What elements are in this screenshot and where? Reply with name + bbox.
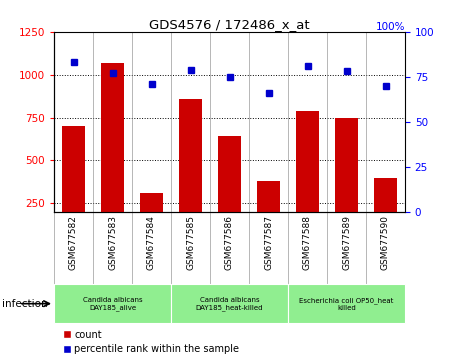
Text: Escherichia coli OP50_heat
killed: Escherichia coli OP50_heat killed	[299, 297, 394, 310]
Text: Candida albicans
DAY185_alive: Candida albicans DAY185_alive	[83, 297, 142, 310]
FancyBboxPatch shape	[171, 284, 288, 324]
Text: 100%: 100%	[375, 22, 405, 32]
Text: Candida albicans
DAY185_heat-killed: Candida albicans DAY185_heat-killed	[196, 297, 263, 310]
Text: GSM677590: GSM677590	[381, 216, 390, 270]
Bar	[257, 181, 280, 246]
Text: GSM677583: GSM677583	[108, 216, 117, 270]
Bar	[62, 126, 85, 246]
Text: GSM677588: GSM677588	[303, 216, 312, 270]
Title: GDS4576 / 172486_x_at: GDS4576 / 172486_x_at	[149, 18, 310, 31]
Text: GSM677586: GSM677586	[225, 216, 234, 270]
Bar	[101, 63, 124, 246]
Bar	[218, 136, 241, 246]
Bar	[140, 193, 163, 246]
Text: GSM677587: GSM677587	[264, 216, 273, 270]
FancyBboxPatch shape	[288, 284, 405, 324]
Bar	[179, 99, 202, 246]
Bar	[335, 118, 358, 246]
Text: infection: infection	[2, 299, 48, 309]
Text: GSM677584: GSM677584	[147, 216, 156, 270]
Bar	[374, 178, 397, 246]
FancyBboxPatch shape	[54, 284, 171, 324]
Bar	[296, 111, 319, 246]
Text: GSM677589: GSM677589	[342, 216, 351, 270]
Text: GSM677585: GSM677585	[186, 216, 195, 270]
Legend: count, percentile rank within the sample: count, percentile rank within the sample	[59, 326, 243, 354]
Text: GSM677582: GSM677582	[69, 216, 78, 270]
